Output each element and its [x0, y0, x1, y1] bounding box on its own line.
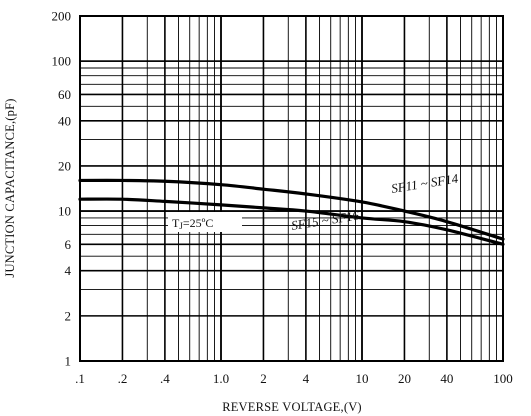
plot-frame — [79, 15, 504, 362]
x-tick-label: 20 — [398, 371, 411, 386]
temperature-annotation-subscript: J — [179, 221, 183, 231]
series-label-sf11-sf14: SF11 ~ SF14 — [390, 171, 459, 196]
y-tick-label: 100 — [52, 54, 72, 69]
series-line-sf11-sf14 — [78, 178, 505, 241]
y-tick-label: 2 — [65, 308, 72, 323]
x-tick-label: 2 — [260, 371, 267, 386]
temperature-annotation-box — [168, 212, 242, 232]
y-tick-label: 60 — [58, 87, 71, 102]
x-tick-label: 100 — [493, 371, 513, 386]
curves — [78, 178, 505, 246]
y-tick-label: 1 — [65, 354, 72, 369]
y-tick-label: 10 — [58, 204, 71, 219]
x-tick-labels: .1 .2 .4 1.0 2 4 10 20 40 100 — [75, 371, 513, 386]
x-tick-label: .4 — [160, 371, 170, 386]
x-tick-label: .1 — [75, 371, 85, 386]
y-tick-label: 40 — [58, 113, 71, 128]
grid — [80, 16, 503, 361]
temperature-annotation: TJ=25ºC — [172, 216, 213, 231]
x-tick-label: 40 — [440, 371, 453, 386]
y-tick-label: 200 — [52, 9, 72, 24]
temperature-annotation-symbol: T — [172, 216, 180, 230]
x-tick-label: .2 — [118, 371, 128, 386]
y-tick-label: 6 — [65, 237, 72, 252]
x-tick-label: 4 — [303, 371, 310, 386]
x-axis-title: REVERSE VOLTAGE,(V) — [222, 400, 362, 414]
x-tick-label: 10 — [356, 371, 369, 386]
series-line-sf15-sf16 — [78, 197, 505, 246]
y-tick-labels: 1 2 4 6 10 20 40 60 100 200 — [52, 9, 72, 369]
y-tick-label: 4 — [65, 263, 72, 278]
y-axis-title: JUNCTION CAPACITANCE,(pF) — [3, 98, 17, 277]
x-tick-label: 1.0 — [213, 371, 229, 386]
y-tick-label: 20 — [58, 158, 71, 173]
temperature-annotation-value: =25ºC — [183, 216, 214, 230]
